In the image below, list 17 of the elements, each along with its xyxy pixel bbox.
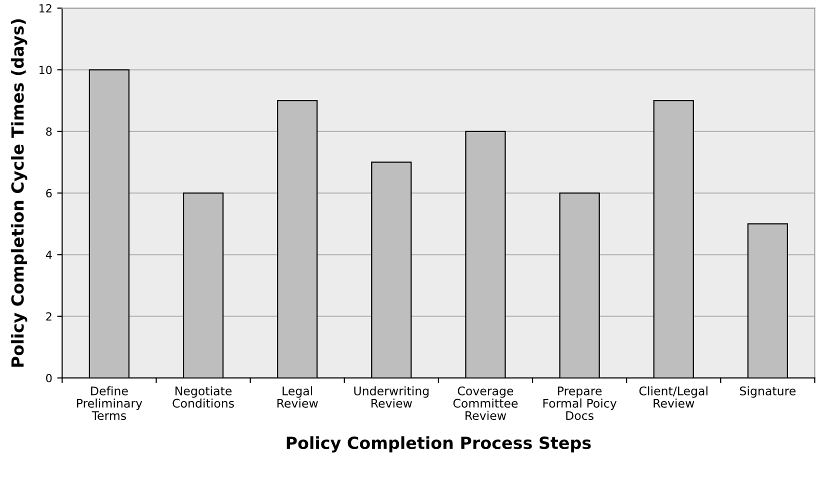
y-tick-label: 12 (40, 4, 52, 12)
y-tick-label: 8 (46, 127, 52, 136)
y-tick-label: 4 (46, 250, 52, 259)
y-axis-title: Policy Completion Cycle Times (days) (10, 19, 28, 367)
y-tick-label: 0 (46, 374, 52, 382)
y-tick-label: 6 (46, 189, 52, 198)
y-tick-label: 10 (40, 66, 52, 74)
y-tick-label: 2 (46, 312, 52, 321)
x-tick-label: Legal Review (277, 386, 318, 408)
x-tick-label: Prepare Formal Poicy Docs (543, 386, 617, 420)
x-tick-label: Negotiate Conditions (172, 386, 234, 408)
x-tick-label: Signature (740, 386, 796, 398)
x-axis-title: Policy Completion Process Steps (286, 436, 591, 452)
x-tick-label: Client/Legal Review (639, 386, 708, 408)
x-tick-label: Coverage Committee Review (453, 386, 518, 420)
x-tick-label: Underwriting Review (354, 386, 429, 408)
x-tick-label: Define Preliminary Terms (77, 386, 142, 420)
